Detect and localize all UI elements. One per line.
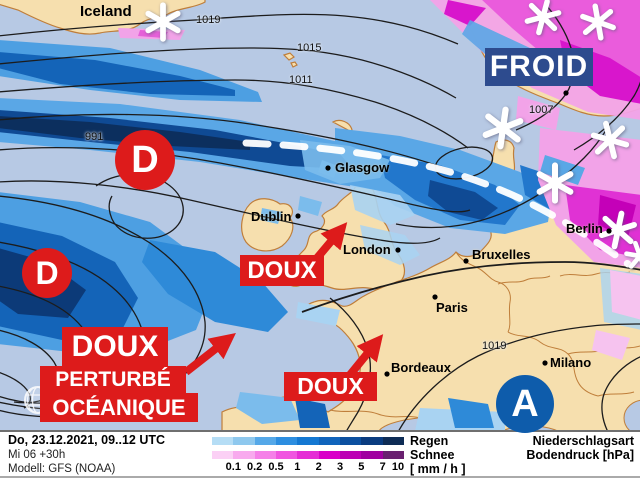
legend-tick: 1 bbox=[294, 461, 301, 473]
annotation-doux-biscay: DOUX bbox=[284, 372, 377, 401]
isobar-label: 1019 bbox=[482, 340, 507, 352]
precip-type-label: Niederschlagsart bbox=[532, 434, 634, 448]
legend-right-block: Niederschlagsart Bodendruck [hPa] bbox=[526, 434, 634, 462]
city-label-milano: Milano bbox=[550, 355, 592, 370]
model-run-label: Mi 06 +30h bbox=[8, 449, 66, 461]
city-dots bbox=[295, 90, 612, 377]
rain-scale bbox=[212, 437, 404, 445]
snow-legend-label: Schnee bbox=[410, 448, 455, 462]
city-label-dublin: Dublin bbox=[251, 209, 292, 224]
valid-time-label: Do, 23.12.2021, 09..12 UTC bbox=[8, 433, 166, 447]
isobar-label: 1007 bbox=[529, 104, 554, 116]
legend-tick: 0.2 bbox=[247, 461, 263, 473]
region-label-iceland: Iceland bbox=[80, 3, 132, 20]
legend-unit-label: [ mm / h ] bbox=[410, 462, 466, 476]
legend-tick: 2 bbox=[315, 461, 322, 473]
isobar-label: 1015 bbox=[297, 42, 322, 54]
legend-tick: 0.5 bbox=[268, 461, 284, 473]
isobar-layer bbox=[0, 3, 640, 430]
model-name-label: Modell: GFS (NOAA) bbox=[8, 463, 116, 475]
isobar-label: 1019 bbox=[196, 14, 221, 26]
city-label-london: London bbox=[343, 242, 391, 257]
legend-tick: 5 bbox=[358, 461, 365, 473]
annotation-doux-uk: DOUX bbox=[240, 255, 324, 286]
map-area: Iceland Glasgow Dublin London Bruxelles … bbox=[0, 0, 640, 433]
low-pressure-center: D bbox=[22, 248, 72, 298]
high-pressure-center: A bbox=[496, 375, 554, 433]
city-label-paris: Paris bbox=[436, 300, 468, 315]
annotation-perturbe: PERTURBÉ bbox=[40, 366, 186, 393]
legend-tick: 10 bbox=[391, 461, 405, 473]
legend-tick: 0.1 bbox=[225, 461, 241, 473]
isobar-label: 1011 bbox=[289, 74, 313, 86]
city-label-bruxelles: Bruxelles bbox=[472, 247, 531, 262]
annotation-froid: FROID bbox=[485, 48, 593, 86]
flow-arrow bbox=[183, 332, 236, 376]
annotation-doux-atlantic: DOUX bbox=[62, 327, 168, 366]
legend-tick: 3 bbox=[336, 461, 344, 473]
legend-ticks: 0.1 0.2 0.5 1 2 3 5 7 10 bbox=[212, 461, 404, 475]
cold-front-dashed-line bbox=[242, 139, 632, 268]
info-bar: Do, 23.12.2021, 09..12 UTC Mi 06 +30h Mo… bbox=[0, 430, 640, 478]
city-label-berlin: Berlin bbox=[566, 221, 603, 236]
low-pressure-center: D bbox=[115, 130, 175, 190]
snow-scale bbox=[212, 451, 404, 459]
city-label-bordeaux: Bordeaux bbox=[391, 360, 451, 375]
run-info-block: Do, 23.12.2021, 09..12 UTC Mi 06 +30h Mo… bbox=[8, 433, 165, 476]
legend-tick: 7 bbox=[379, 461, 386, 473]
annotation-oceanique: OCÉANIQUE bbox=[40, 393, 198, 422]
rain-legend-label: Regen bbox=[410, 434, 449, 448]
city-label-glasgow: Glasgow bbox=[335, 160, 390, 175]
isobar-label: 991 bbox=[85, 131, 104, 143]
pressure-unit-label: Bodendruck [hPa] bbox=[526, 448, 634, 462]
